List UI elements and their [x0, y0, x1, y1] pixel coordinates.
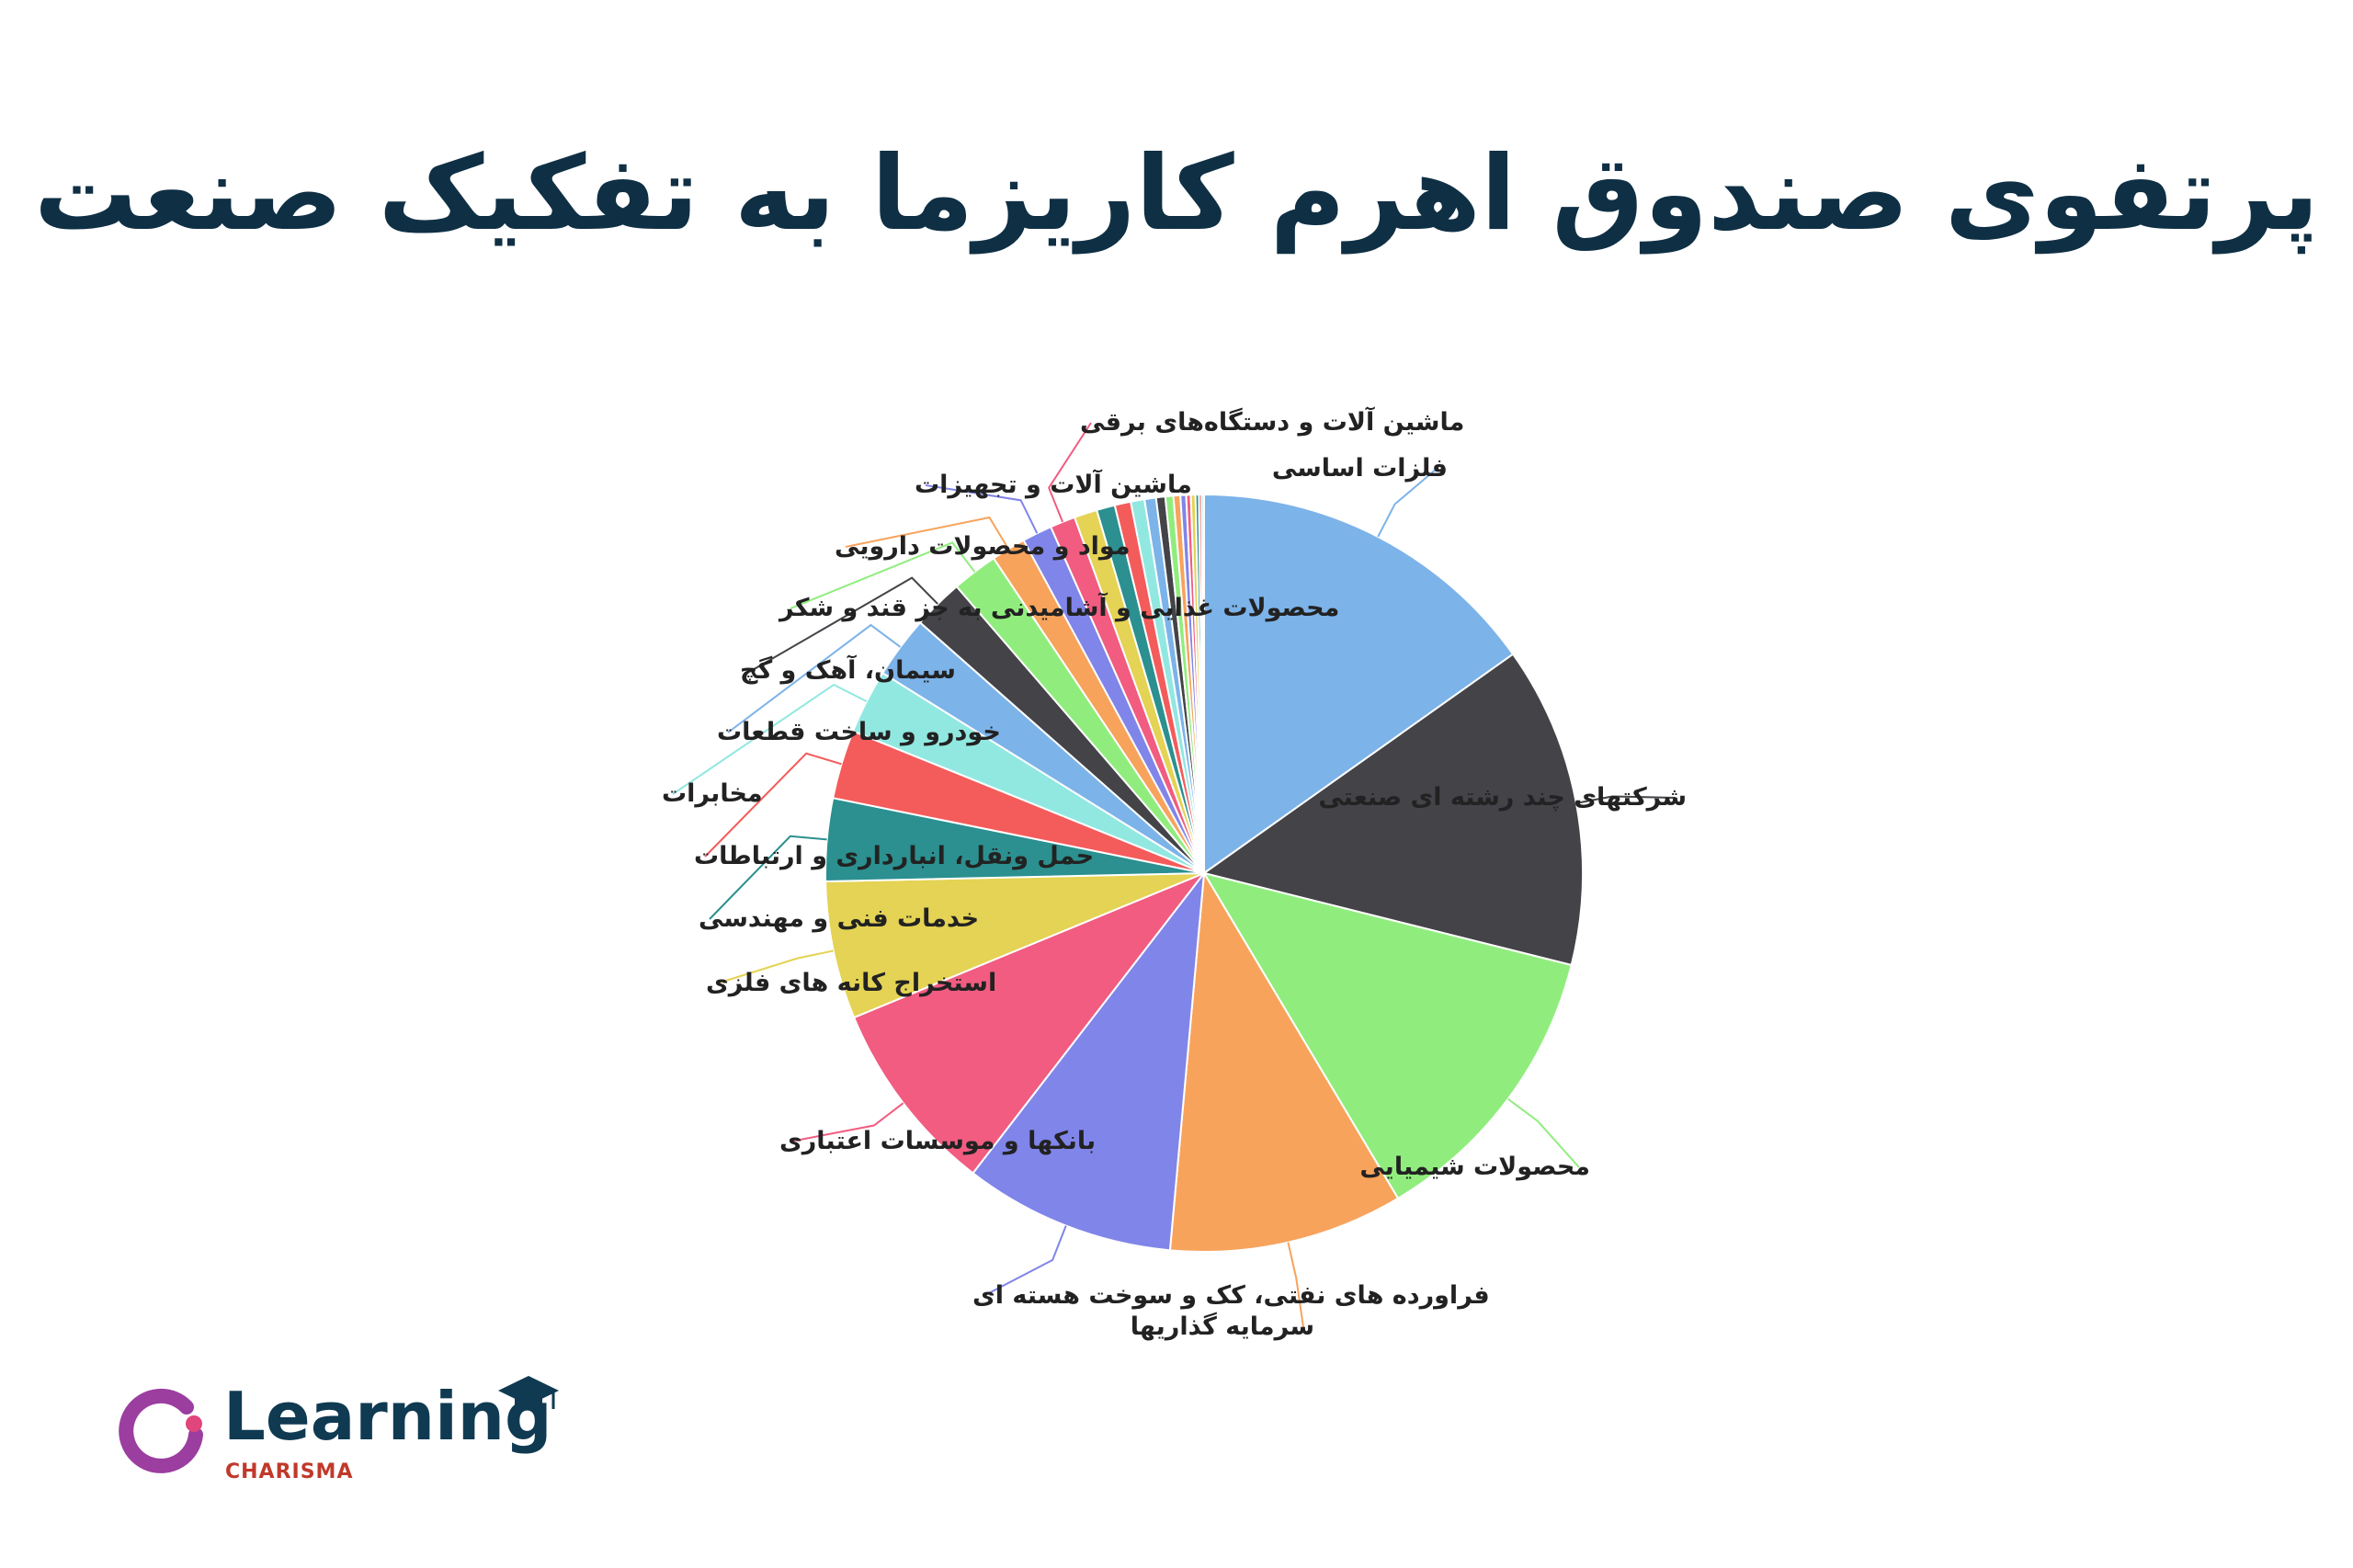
graduation-cap-icon — [498, 1376, 559, 1409]
slice-label: شرکتهای چند رشته ای صنعتی — [1318, 783, 1687, 812]
pie-slice — [1201, 871, 1573, 1200]
slice-connector — [1048, 422, 1092, 523]
slice-label: مواد و محصولات دارویی — [835, 532, 1131, 561]
slice-connector — [716, 949, 834, 984]
slice-connector — [790, 1102, 904, 1142]
slice-connector — [925, 484, 1039, 534]
pie-slice — [1201, 653, 1584, 967]
pie-slice — [852, 870, 1208, 1175]
slice-connector — [983, 1225, 1067, 1297]
logo-subtitle: CHARISMA — [225, 1460, 354, 1483]
slice-label: سیمان، آهک و گچ — [740, 654, 956, 685]
slice-label: خدمات فنی و مهندسی — [699, 904, 979, 933]
slice-label: حمل ونقل، انبارداری و ارتباطات — [694, 842, 1094, 870]
slice-connector — [1507, 1097, 1580, 1168]
slice-label: فراورده های نفتی، کک و سوخت هسته ای — [972, 1281, 1490, 1310]
pie-slice — [1200, 493, 1205, 874]
slice-connector — [1287, 1242, 1304, 1328]
slice-label: استخراج کانه های فلزی — [706, 969, 996, 997]
logo-word: Learning — [223, 1378, 552, 1455]
slice-connector — [727, 623, 902, 733]
pie-slice — [824, 872, 1205, 1019]
page-title: پرتفوی صندوق اهرم کاریزما به تفکیک صنعت — [33, 134, 2320, 254]
slice-connector — [672, 683, 868, 795]
slice-label: بانکها و موسسات اعتباری — [779, 1127, 1096, 1155]
slice-label: سرمایه گذاریها — [1131, 1312, 1314, 1341]
learning-charisma-logo: Learning CHARISMA — [115, 1376, 559, 1503]
slice-label: محصولات شیمیایی — [1359, 1153, 1590, 1181]
slice-connector — [750, 576, 938, 672]
slice-connector — [709, 835, 827, 920]
slice-connector — [1377, 468, 1438, 538]
slice-label: فلزات اساسی — [1272, 454, 1448, 483]
slice-connector — [845, 516, 1009, 550]
slice-connector — [790, 541, 976, 609]
slice-connector — [704, 752, 842, 858]
slice-label: خودرو و ساخت قطعات — [717, 718, 1001, 746]
slice-connector — [1575, 795, 1677, 804]
slice-label: محصولات غذایی و آشامیدنی به جز قند و شکر — [778, 592, 1339, 622]
slice-label: ماشین آلات و تجهیزات — [915, 469, 1192, 499]
slice-label: مخابرات — [662, 779, 763, 808]
logo-mark-icon — [119, 1388, 203, 1473]
slice-label: ماشین آلات و دستگاه‌های برقی — [1080, 406, 1464, 437]
